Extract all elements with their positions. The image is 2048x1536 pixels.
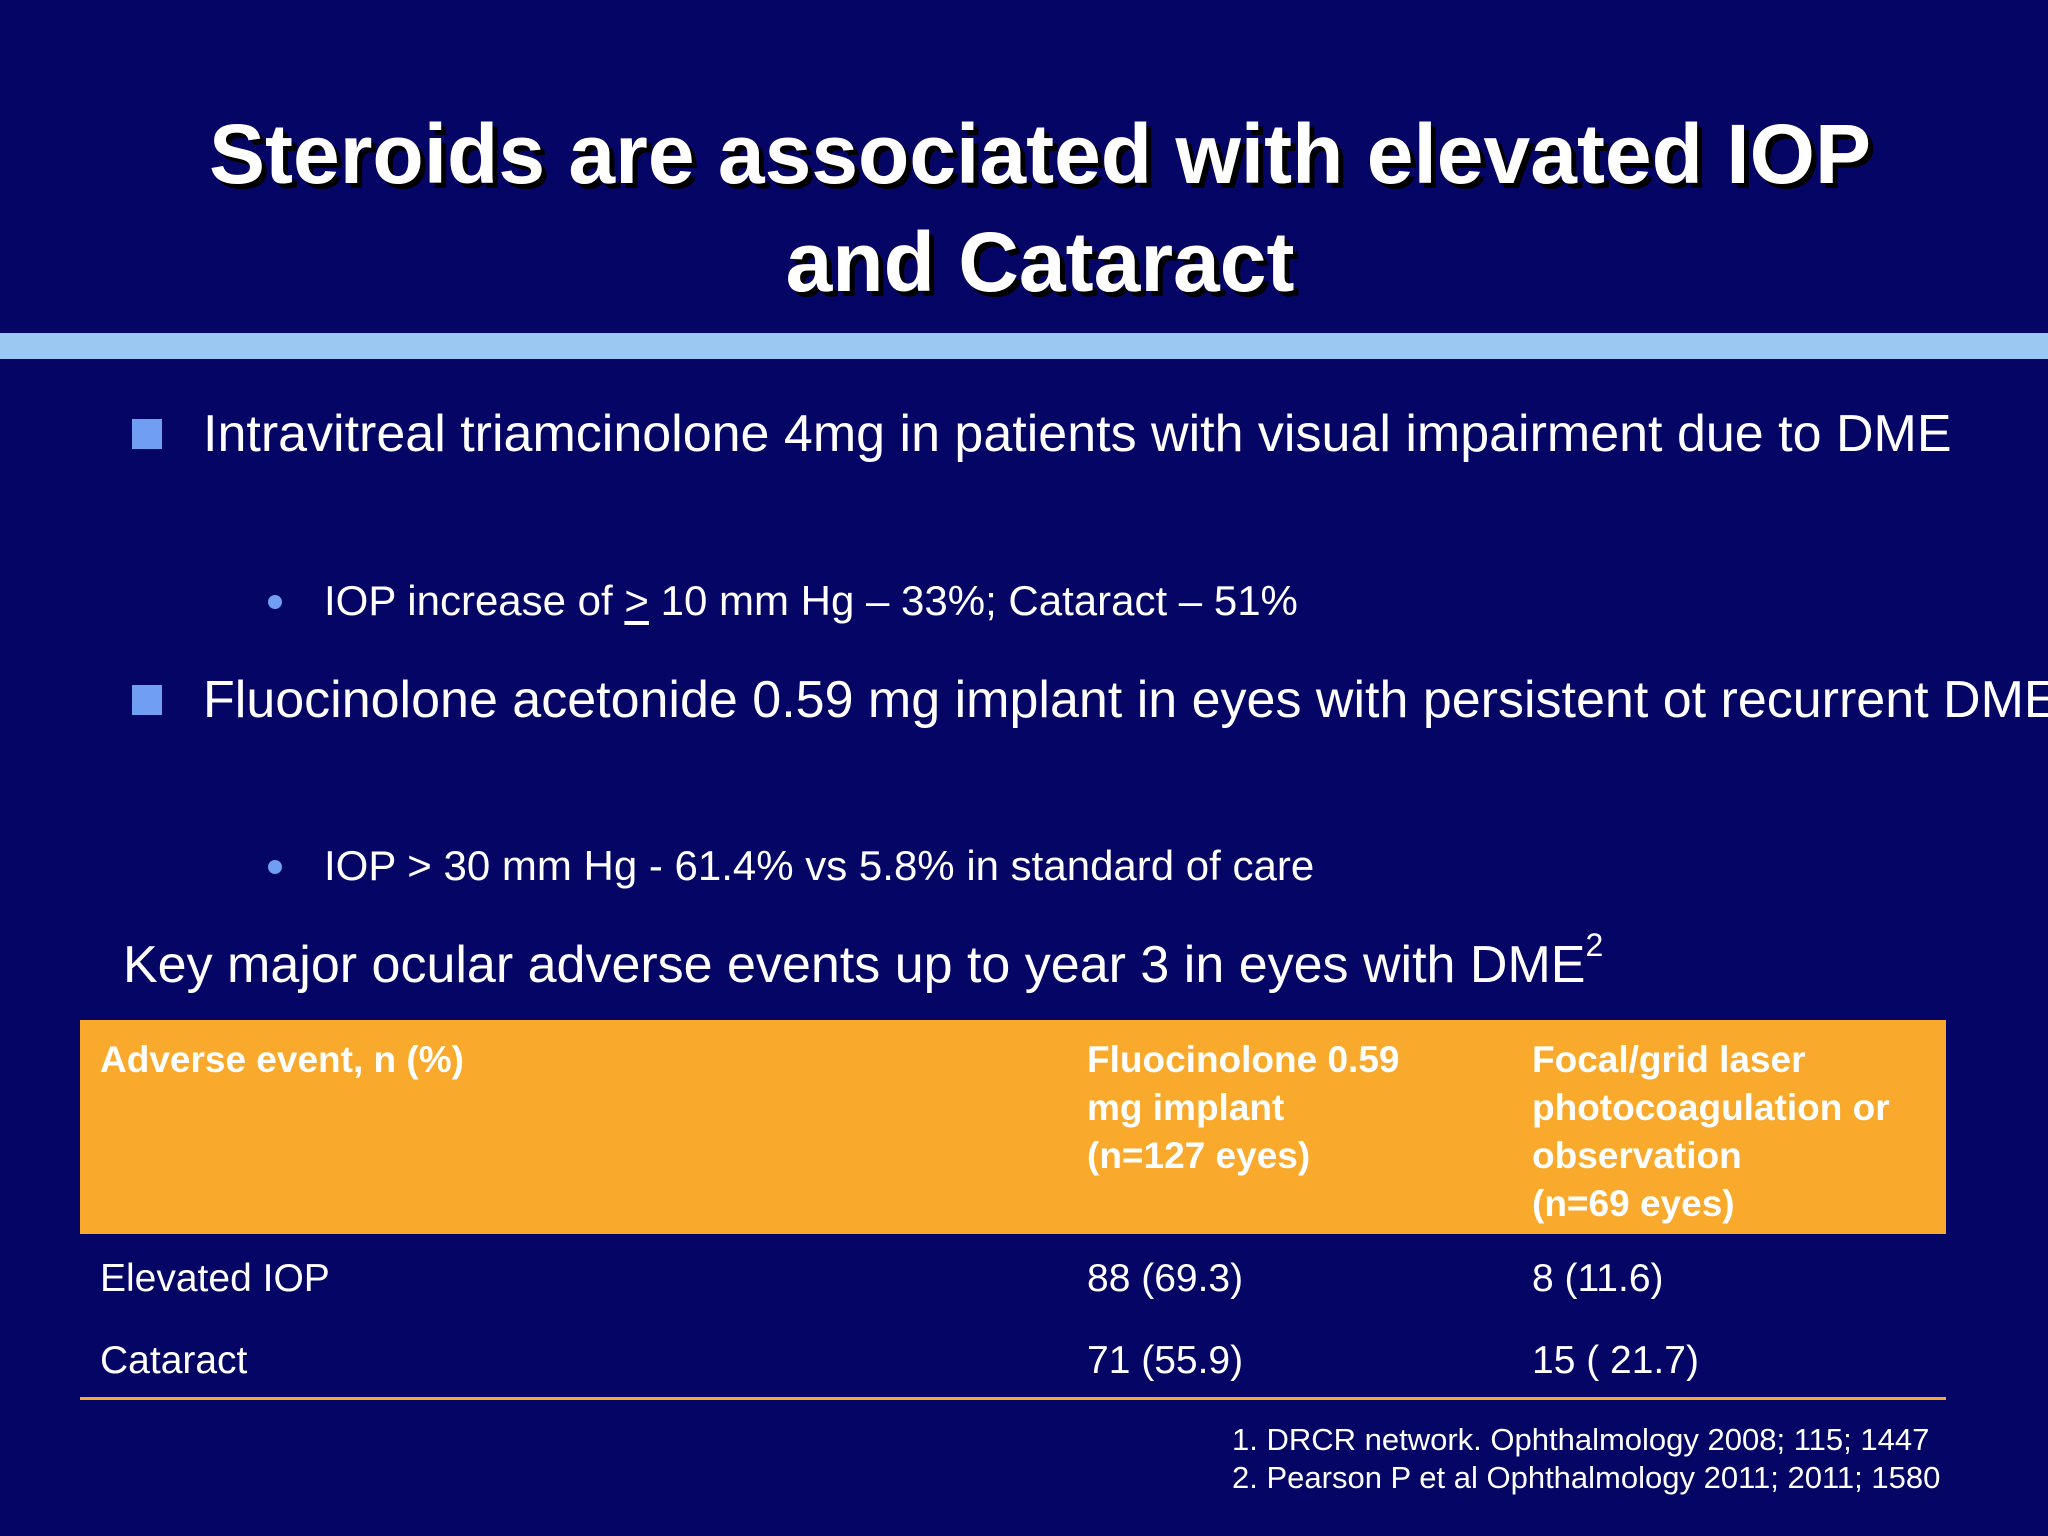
table-row: Cataract 71 (55.9) 15 ( 21.7) — [80, 1316, 1946, 1398]
title-divider — [0, 333, 2048, 359]
header-adverse-event: Adverse event, n (%) — [100, 1039, 464, 1080]
sub-bullet-text: IOP > 30 mm Hg - 61.4% vs 5.8% in standa… — [324, 842, 1315, 889]
table-bottom-rule — [80, 1397, 1946, 1400]
table-caption: Key major ocular adverse events up to ye… — [123, 927, 1604, 994]
round-bullet-icon — [268, 860, 282, 874]
cell-laser: 8 (11.6) — [1532, 1257, 1664, 1300]
adverse-events-table: Adverse event, n (%) Fluocinolone 0.59 m… — [80, 1020, 1946, 1398]
reference-2: 2. Pearson P et al Ophthalmology 2011; 2… — [1232, 1460, 1941, 1495]
header-laser-observation: Focal/grid laser photocoagulation or obs… — [1532, 1039, 1890, 1224]
title-line-1: Steroids are associated with elevated IO… — [209, 107, 1871, 201]
sub-bullet-text: IOP increase of > 10 mm Hg – 33%; Catara… — [324, 577, 1298, 624]
table-header-row: Adverse event, n (%) Fluocinolone 0.59 m… — [80, 1020, 1946, 1234]
bullet-text: Intravitreal triamcinolone 4mg in patien… — [203, 405, 1952, 463]
title-line-2: and Cataract — [785, 215, 1295, 309]
bullet-text: Fluocinolone acetonide 0.59 mg implant i… — [203, 671, 2048, 729]
reference-1: 1. DRCR network. Ophthalmology 2008; 115… — [1232, 1422, 1930, 1457]
cell-laser: 15 ( 21.7) — [1532, 1339, 1699, 1382]
round-bullet-icon — [268, 595, 282, 609]
square-bullet-icon — [132, 419, 162, 449]
header-fluocinolone: Fluocinolone 0.59 mg implant (n=127 eyes… — [1087, 1039, 1400, 1176]
square-bullet-icon — [132, 685, 162, 715]
cell-fluocinolone: 88 (69.3) — [1087, 1257, 1244, 1300]
reference-superscript: 2 — [1585, 927, 1604, 963]
cell-event: Elevated IOP — [100, 1257, 330, 1300]
table-row: Elevated IOP 88 (69.3) 8 (11.6) — [80, 1234, 1946, 1316]
references: 1. DRCR network. Ophthalmology 2008; 115… — [1232, 1421, 1940, 1497]
cell-fluocinolone: 71 (55.9) — [1087, 1339, 1244, 1382]
cell-event: Cataract — [100, 1339, 248, 1382]
greater-or-equal-symbol: > — [624, 577, 649, 624]
slide-title: Steroids are associated with elevated IO… — [60, 100, 2020, 316]
